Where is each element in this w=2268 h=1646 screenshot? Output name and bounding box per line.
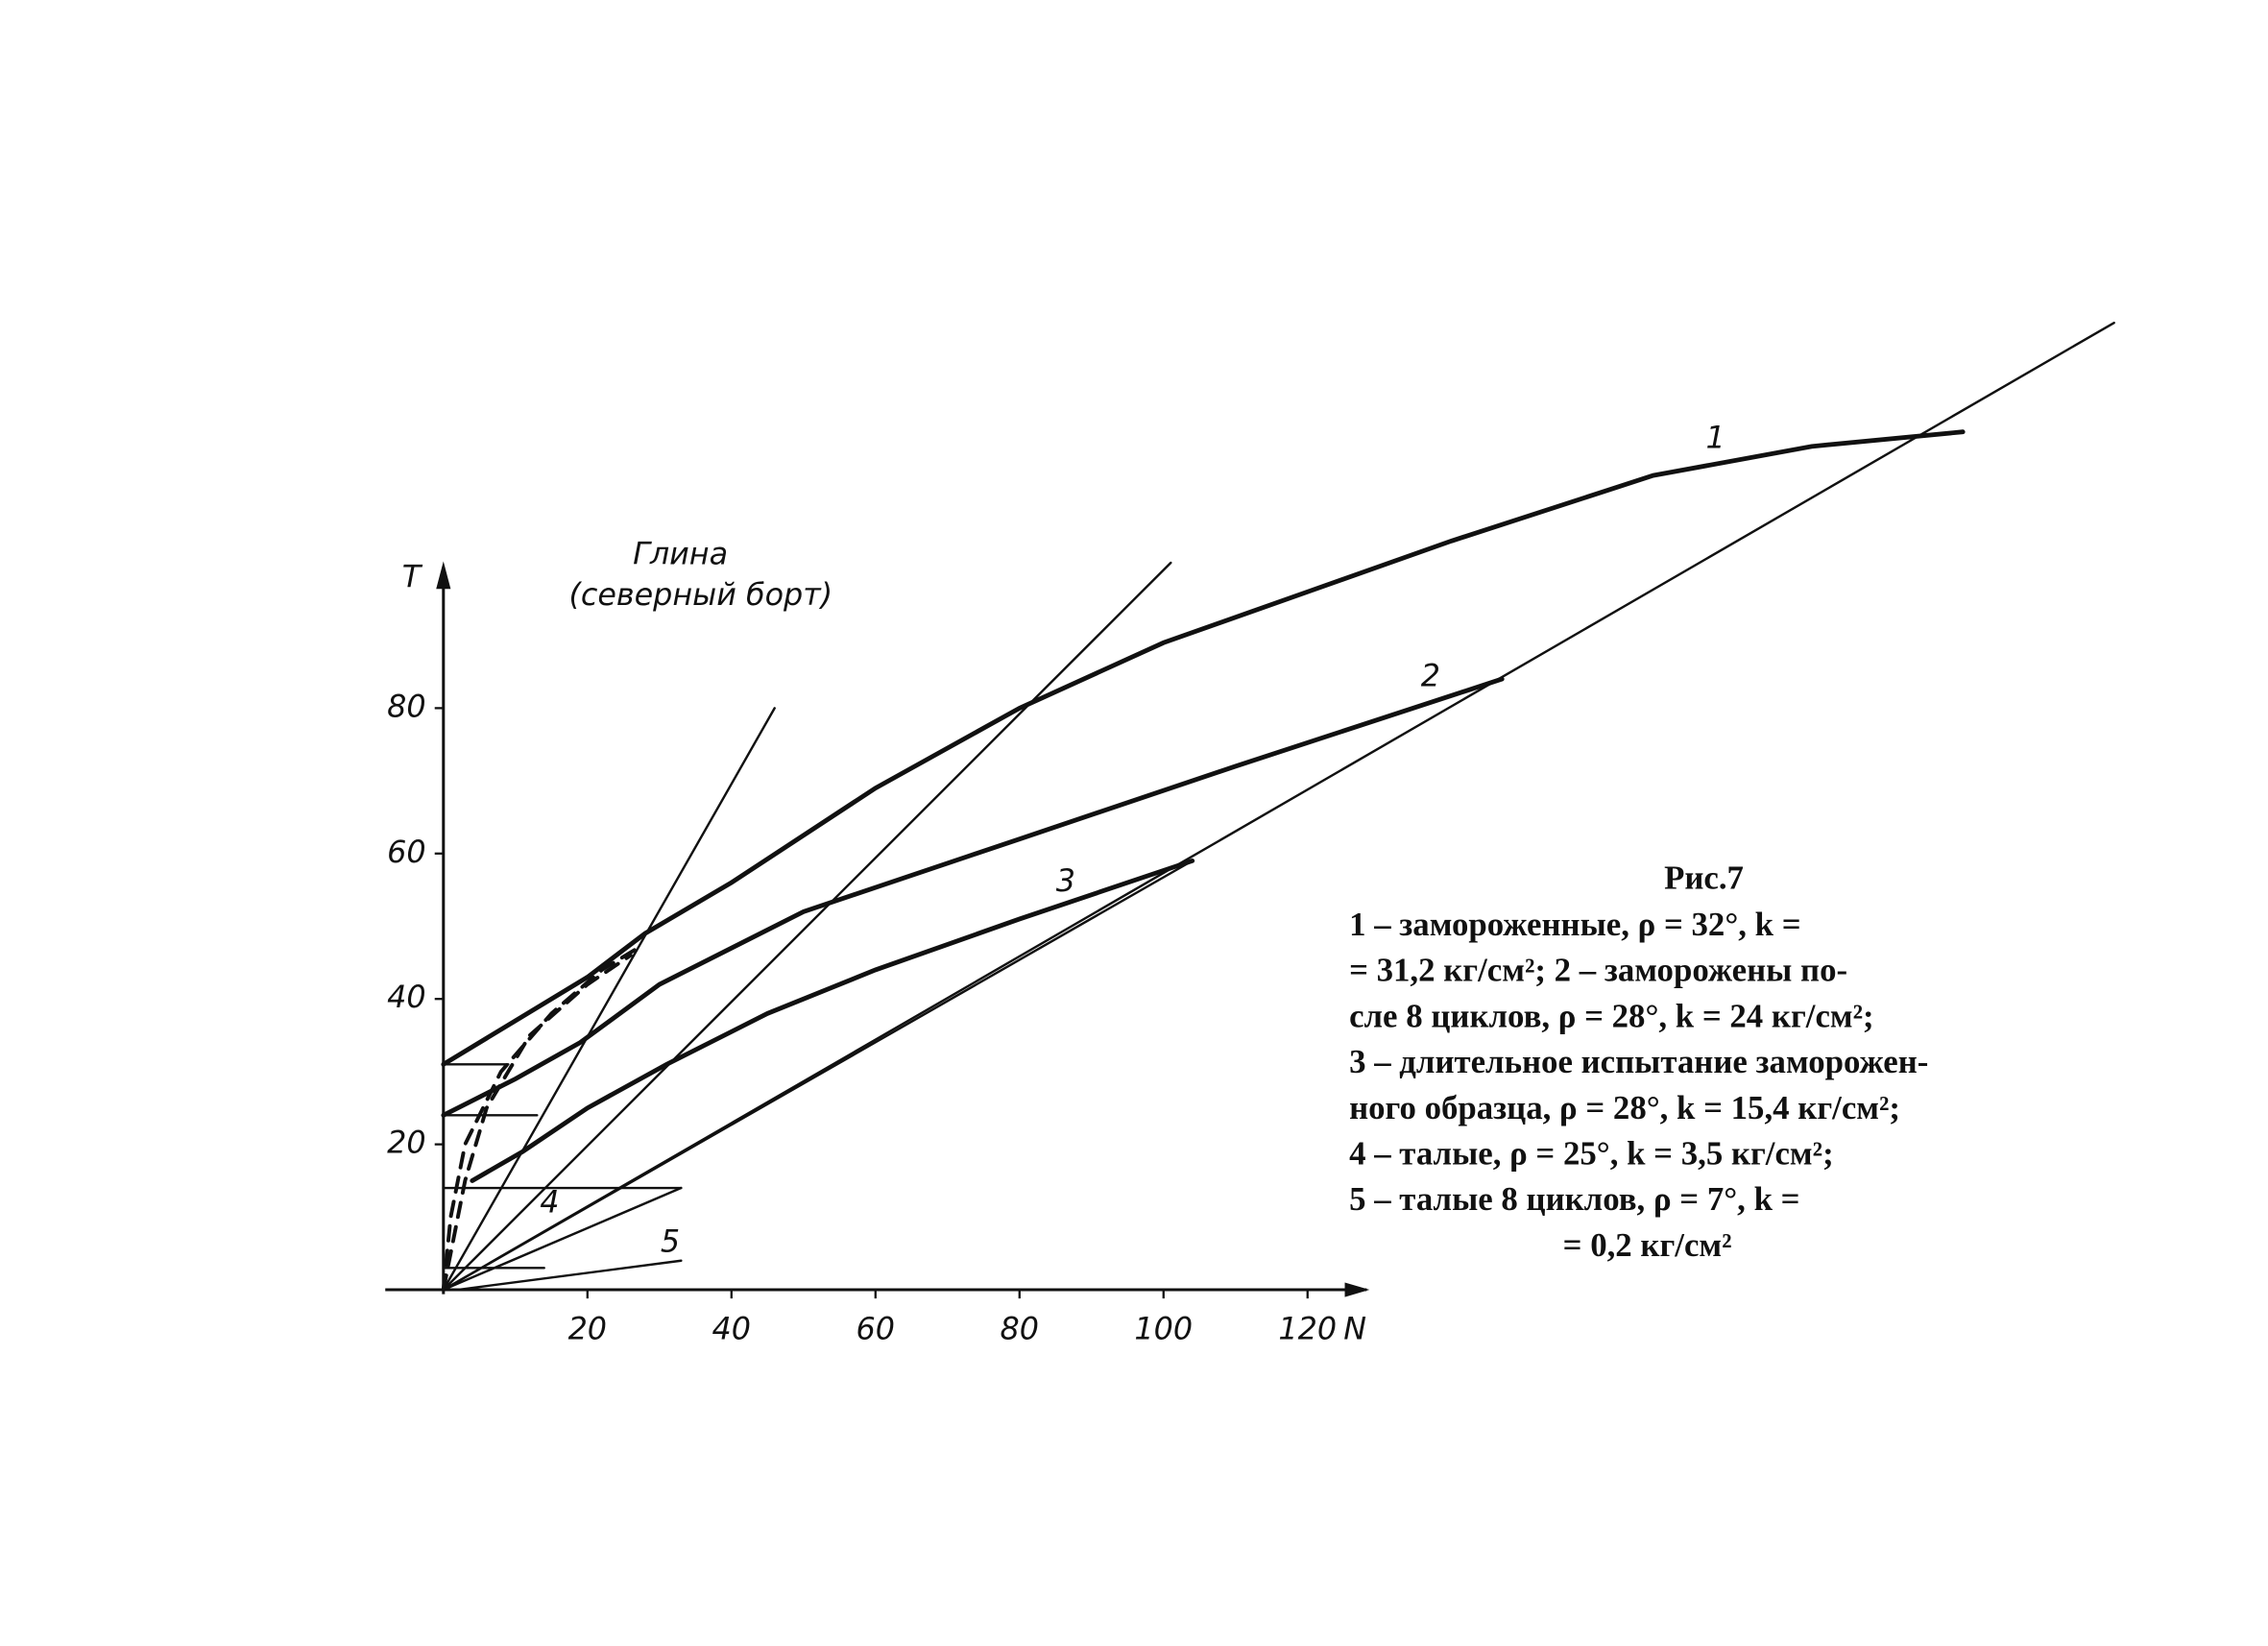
x-tick-label: 60 <box>857 1311 895 1346</box>
curve <box>442 707 776 1292</box>
curve-label: 1 <box>1706 420 1725 455</box>
curve <box>441 429 1966 1067</box>
curve-label: 3 <box>1056 863 1075 899</box>
y-axis-label: T <box>402 560 423 595</box>
y-tick-label: 40 <box>387 980 425 1015</box>
caption-title: Рис.7 <box>1664 859 1744 897</box>
chart-subtitle: (северный борт) <box>568 577 832 613</box>
caption-line: = 31,2 кг/см²; 2 – заморожены по- <box>1349 952 1847 989</box>
caption-line: 5 – талые 8 циклов, ρ = 7°, k = <box>1349 1180 1799 1218</box>
caption-line: = 0,2 кг/см² <box>1563 1226 1732 1264</box>
caption-line: ного образца, ρ = 28°, k = 15,4 кг/см²; <box>1349 1089 1900 1126</box>
curve-label: 2 <box>1421 659 1440 694</box>
caption-line: 4 – талые, ρ = 25°, k = 3,5 кг/см²; <box>1349 1134 1834 1172</box>
x-tick-label: 40 <box>712 1311 751 1346</box>
curve <box>442 859 1194 1292</box>
y-tick-label: 20 <box>387 1126 425 1161</box>
x-tick-label: 80 <box>1001 1311 1039 1346</box>
x-tick-label: 120 <box>1278 1311 1337 1346</box>
caption-line: 3 – длительное испытание заморожен- <box>1349 1043 1928 1080</box>
curve <box>442 561 1172 1292</box>
x-axis-arrow <box>1344 1282 1370 1297</box>
curve-label: 5 <box>661 1224 680 1260</box>
y-tick-label: 60 <box>387 835 425 870</box>
curve-label: 4 <box>540 1185 559 1221</box>
curve <box>456 1259 683 1292</box>
caption-line: сле 8 циклов, ρ = 28°, k = 24 кг/см²; <box>1349 997 1874 1034</box>
x-axis-label: N <box>1343 1311 1366 1346</box>
y-tick-label: 80 <box>387 689 425 724</box>
curve <box>442 1186 683 1292</box>
curve <box>470 858 1195 1183</box>
caption-line: 1 – замороженные, ρ = 32°, k = <box>1349 906 1800 943</box>
curve <box>441 946 640 1292</box>
curve <box>441 953 633 1292</box>
x-tick-label: 100 <box>1134 1311 1193 1346</box>
curve <box>441 676 1505 1118</box>
curve <box>442 321 2115 1292</box>
chart-title: Глина <box>633 536 728 571</box>
y-axis-arrow <box>436 561 451 590</box>
x-tick-label: 20 <box>568 1311 607 1346</box>
